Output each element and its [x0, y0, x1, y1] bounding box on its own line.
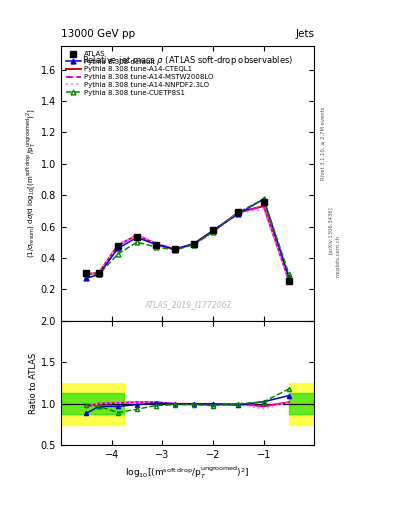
Pythia 8.308 tune-A14-NNPDF2.3LO	[261, 206, 266, 212]
Line: Pythia 8.308 default: Pythia 8.308 default	[84, 197, 292, 281]
Line: Pythia 8.308 tune-CUETP8S1: Pythia 8.308 tune-CUETP8S1	[84, 197, 292, 277]
Pythia 8.308 tune-CUETP8S1	[173, 247, 177, 253]
Pythia 8.308 tune-CUETP8S1	[84, 270, 89, 276]
Pythia 8.308 tune-A14-MSTW2008LO	[287, 278, 292, 284]
Pythia 8.308 tune-A14-NNPDF2.3LO	[287, 278, 292, 284]
ATLAS	[116, 243, 120, 249]
Pythia 8.308 tune-A14-MSTW2008LO	[134, 232, 140, 238]
ATLAS	[236, 209, 241, 216]
Pythia 8.308 tune-A14-CTEQL1	[287, 278, 292, 284]
Pythia 8.308 tune-A14-NNPDF2.3LO	[192, 241, 196, 247]
Text: Relative jet mass $\rho$ (ATLAS soft-drop observables): Relative jet mass $\rho$ (ATLAS soft-dro…	[82, 54, 293, 67]
Pythia 8.308 tune-A14-NNPDF2.3LO	[97, 270, 101, 276]
Pythia 8.308 default	[97, 271, 101, 278]
Pythia 8.308 tune-CUETP8S1	[192, 242, 196, 248]
Pythia 8.308 tune-A14-NNPDF2.3LO	[173, 246, 177, 252]
Line: Pythia 8.308 tune-A14-NNPDF2.3LO: Pythia 8.308 tune-A14-NNPDF2.3LO	[86, 209, 289, 281]
Pythia 8.308 default	[116, 245, 120, 251]
Pythia 8.308 tune-CUETP8S1	[287, 271, 292, 278]
Pythia 8.308 tune-A14-MSTW2008LO	[154, 241, 158, 247]
Pythia 8.308 tune-A14-CTEQL1	[261, 203, 266, 209]
Pythia 8.308 tune-A14-MSTW2008LO	[173, 246, 177, 252]
Pythia 8.308 tune-A14-CTEQL1	[192, 241, 196, 247]
Pythia 8.308 tune-A14-CTEQL1	[173, 246, 177, 252]
Pythia 8.308 tune-A14-MSTW2008LO	[211, 228, 215, 234]
Text: 13000 GeV pp: 13000 GeV pp	[61, 29, 135, 39]
Pythia 8.308 tune-A14-NNPDF2.3LO	[134, 232, 140, 238]
Bar	[61, 383, 124, 424]
Pythia 8.308 tune-A14-MSTW2008LO	[97, 270, 101, 276]
Pythia 8.308 tune-A14-CTEQL1	[134, 232, 140, 238]
Text: ATLAS_2019_I1772062: ATLAS_2019_I1772062	[144, 300, 231, 309]
Pythia 8.308 default	[154, 242, 158, 248]
Pythia 8.308 tune-A14-MSTW2008LO	[192, 241, 196, 247]
Bar	[61, 393, 124, 414]
Y-axis label: Ratio to ATLAS: Ratio to ATLAS	[29, 352, 38, 414]
Pythia 8.308 tune-A14-MSTW2008LO	[116, 242, 120, 248]
ATLAS	[287, 279, 292, 285]
Pythia 8.308 tune-A14-CTEQL1	[236, 209, 241, 216]
Text: mcplots.cern.ch: mcplots.cern.ch	[335, 235, 340, 277]
ATLAS	[211, 227, 215, 233]
Pythia 8.308 default	[261, 196, 266, 202]
X-axis label: log$_{10}$[(m$^{\rm soft\ drop}$/p$_T^{\rm ungroomed}$)$^2$]: log$_{10}$[(m$^{\rm soft\ drop}$/p$_T^{\…	[125, 464, 250, 481]
Pythia 8.308 tune-CUETP8S1	[211, 229, 215, 235]
Pythia 8.308 tune-A14-MSTW2008LO	[84, 271, 89, 278]
Pythia 8.308 tune-CUETP8S1	[154, 244, 158, 250]
Pythia 8.308 tune-A14-NNPDF2.3LO	[154, 241, 158, 247]
Pythia 8.308 tune-A14-CTEQL1	[154, 241, 158, 247]
ATLAS	[97, 270, 101, 276]
Pythia 8.308 tune-A14-MSTW2008LO	[236, 209, 241, 216]
Bar	[289, 383, 314, 424]
Pythia 8.308 default	[287, 274, 292, 281]
Pythia 8.308 default	[134, 234, 140, 241]
Pythia 8.308 tune-A14-CTEQL1	[97, 270, 101, 276]
Y-axis label: $(1/\sigma_{\rm resum})$ d$\sigma$/d log$_{10}$[(m$^{\rm soft\ drop}$/p$_T^{\rm : $(1/\sigma_{\rm resum})$ d$\sigma$/d log…	[24, 109, 38, 258]
Pythia 8.308 tune-A14-NNPDF2.3LO	[116, 242, 120, 248]
Pythia 8.308 tune-A14-MSTW2008LO	[261, 203, 266, 209]
Pythia 8.308 tune-CUETP8S1	[116, 251, 120, 257]
Line: Pythia 8.308 tune-A14-CTEQL1: Pythia 8.308 tune-A14-CTEQL1	[86, 206, 289, 281]
Legend: ATLAS, Pythia 8.308 default, Pythia 8.308 tune-A14-CTEQL1, Pythia 8.308 tune-A14: ATLAS, Pythia 8.308 default, Pythia 8.30…	[64, 49, 215, 98]
ATLAS	[192, 241, 196, 247]
Pythia 8.308 tune-A14-CTEQL1	[211, 228, 215, 234]
Pythia 8.308 tune-A14-NNPDF2.3LO	[211, 228, 215, 234]
ATLAS	[154, 242, 158, 248]
Pythia 8.308 tune-A14-NNPDF2.3LO	[84, 271, 89, 278]
Pythia 8.308 tune-CUETP8S1	[236, 209, 241, 216]
Pythia 8.308 default	[236, 211, 241, 217]
ATLAS	[134, 233, 140, 240]
Pythia 8.308 tune-A14-CTEQL1	[84, 271, 89, 278]
Pythia 8.308 default	[211, 227, 215, 233]
Pythia 8.308 tune-A14-NNPDF2.3LO	[236, 210, 241, 216]
ATLAS	[84, 270, 89, 276]
Pythia 8.308 tune-CUETP8S1	[261, 196, 266, 202]
Text: Rivet 3.1.10, ≥ 2.7M events: Rivet 3.1.10, ≥ 2.7M events	[320, 106, 325, 180]
ATLAS	[261, 199, 266, 205]
Bar	[289, 393, 314, 414]
Line: Pythia 8.308 tune-A14-MSTW2008LO: Pythia 8.308 tune-A14-MSTW2008LO	[86, 206, 289, 281]
Pythia 8.308 default	[173, 246, 177, 252]
Pythia 8.308 tune-A14-CTEQL1	[116, 242, 120, 248]
Pythia 8.308 tune-CUETP8S1	[134, 239, 140, 245]
Text: Jets: Jets	[296, 29, 314, 39]
Pythia 8.308 tune-CUETP8S1	[97, 271, 101, 278]
ATLAS	[173, 246, 177, 252]
Pythia 8.308 default	[84, 275, 89, 282]
Text: [arXiv:1306.3436]: [arXiv:1306.3436]	[328, 206, 333, 254]
Pythia 8.308 default	[192, 241, 196, 247]
Line: ATLAS: ATLAS	[83, 199, 292, 285]
